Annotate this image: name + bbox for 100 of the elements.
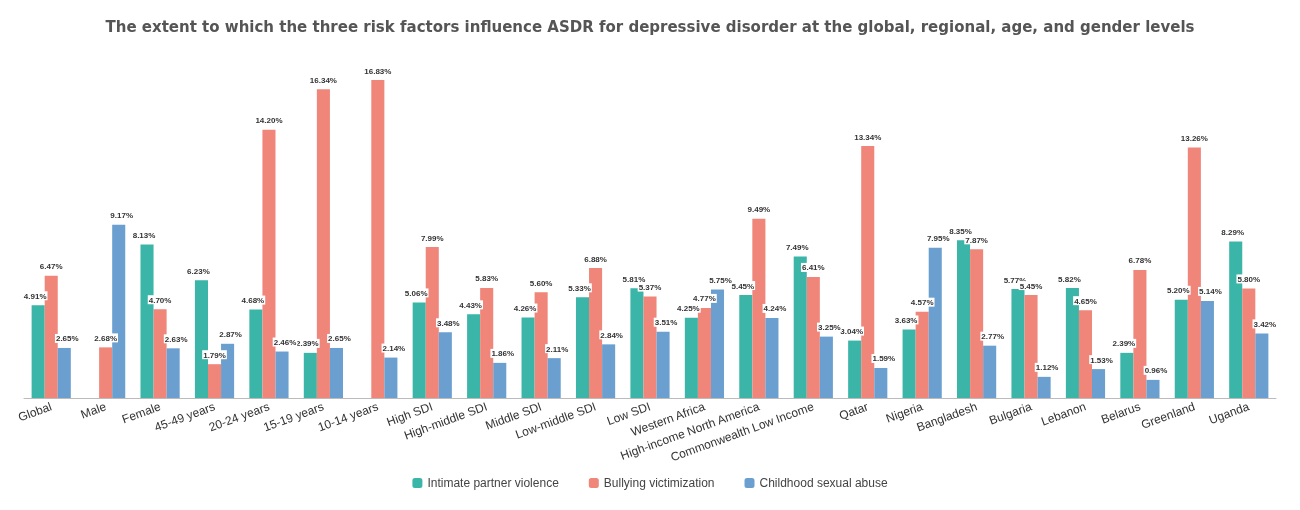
x-tick-label: Belarus xyxy=(1099,399,1143,427)
data-label: 4.65% xyxy=(1074,296,1097,306)
data-label: 3.63% xyxy=(894,315,918,325)
bar xyxy=(1024,295,1038,398)
bar xyxy=(207,364,222,398)
data-label: 8.29% xyxy=(1221,227,1245,237)
bar xyxy=(547,358,561,398)
data-label: 2.39% xyxy=(1112,339,1136,349)
legend-label: Bullying victimization xyxy=(603,476,715,490)
data-label: 7.87% xyxy=(965,235,988,245)
data-label: 5.80% xyxy=(1237,274,1261,284)
bar xyxy=(1255,333,1269,398)
bar xyxy=(602,344,616,398)
data-label: 2.65% xyxy=(55,334,79,344)
data-label: 2.65% xyxy=(328,334,351,344)
data-label: 4.57% xyxy=(910,298,934,308)
bar xyxy=(249,309,263,398)
bar xyxy=(438,332,452,398)
data-label: 5.82% xyxy=(1058,274,1081,284)
bar xyxy=(412,302,426,398)
data-label: 6.47% xyxy=(39,262,63,272)
bar xyxy=(329,347,343,398)
data-label: 5.45% xyxy=(731,281,755,291)
data-label: 4.25% xyxy=(677,304,700,314)
bar xyxy=(684,317,698,398)
data-label: 8.13% xyxy=(132,230,156,240)
data-label: 0.96% xyxy=(1144,366,1168,376)
bar xyxy=(1133,269,1147,398)
data-label: 5.45% xyxy=(1019,281,1043,291)
bar xyxy=(493,362,507,398)
data-label: 5.75% xyxy=(709,275,732,285)
data-label: 2.84% xyxy=(600,330,623,340)
data-label: 4.68% xyxy=(241,296,265,306)
data-label: 1.79% xyxy=(203,350,226,360)
data-label: 9.49% xyxy=(747,205,771,215)
bar xyxy=(739,295,753,398)
bar xyxy=(1120,352,1134,398)
bar xyxy=(480,287,494,398)
bar xyxy=(166,348,180,398)
data-label: 5.37% xyxy=(638,283,662,293)
bar xyxy=(861,146,875,398)
data-label: 2.14% xyxy=(382,344,406,354)
bar xyxy=(915,311,929,398)
bar xyxy=(534,292,548,398)
data-label: 14.20% xyxy=(255,116,283,126)
data-label: 5.33% xyxy=(568,283,591,293)
data-label: 3.48% xyxy=(436,318,460,328)
data-label: 1.59% xyxy=(872,354,896,364)
bar xyxy=(262,129,276,398)
data-label: 6.78% xyxy=(1128,256,1152,266)
data-label: 2.68% xyxy=(94,333,117,343)
data-label: 7.99% xyxy=(420,233,444,243)
data-label: 6.41% xyxy=(801,263,825,273)
data-label: 4.24% xyxy=(763,304,787,314)
data-label: 5.14% xyxy=(1199,287,1222,297)
bar xyxy=(384,357,398,398)
data-label: 7.49% xyxy=(785,243,809,253)
legend-label: Childhood sexual abuse xyxy=(759,476,888,490)
data-label: 4.70% xyxy=(148,295,172,305)
data-label: 1.53% xyxy=(1090,355,1113,365)
bar xyxy=(806,276,820,398)
bar xyxy=(902,329,916,398)
bar xyxy=(275,351,289,398)
bar xyxy=(983,345,997,398)
data-label: 2.11% xyxy=(546,344,569,354)
data-label: 5.20% xyxy=(1166,286,1190,296)
bar xyxy=(153,309,167,398)
bar xyxy=(303,352,317,398)
data-label: 2.77% xyxy=(981,332,1005,342)
bar xyxy=(31,305,45,398)
bar xyxy=(1200,300,1214,398)
data-label: 5.83% xyxy=(475,274,499,284)
data-label: 1.12% xyxy=(1035,363,1059,373)
bar xyxy=(765,317,779,398)
data-label: 2.63% xyxy=(164,334,188,344)
bar xyxy=(575,297,590,398)
x-tick-label: Qatar xyxy=(837,399,871,423)
data-label: 3.42% xyxy=(1253,319,1277,329)
data-label: 16.83% xyxy=(364,66,392,76)
legend-label: Intimate partner violence xyxy=(427,476,560,490)
data-label: 3.25% xyxy=(818,323,841,333)
data-label: 5.81% xyxy=(622,274,646,284)
x-tick-label: Uganda xyxy=(1206,399,1252,427)
bar xyxy=(1092,369,1106,398)
bar xyxy=(874,367,888,398)
data-label: 1.86% xyxy=(491,349,515,359)
bar xyxy=(656,331,670,398)
data-label: 5.60% xyxy=(529,278,553,288)
data-label: 3.04% xyxy=(840,327,864,337)
data-label: 7.95% xyxy=(926,234,950,244)
x-tick-label: Global xyxy=(16,399,54,425)
data-label: 16.34% xyxy=(309,75,337,85)
bar xyxy=(1174,299,1188,398)
data-label: 4.91% xyxy=(23,291,47,301)
data-label: 4.43% xyxy=(459,300,482,310)
bar xyxy=(57,347,71,398)
data-label: 13.34% xyxy=(854,132,882,142)
data-label: 4.26% xyxy=(513,304,537,314)
bar xyxy=(643,296,657,398)
bar xyxy=(1146,379,1160,398)
